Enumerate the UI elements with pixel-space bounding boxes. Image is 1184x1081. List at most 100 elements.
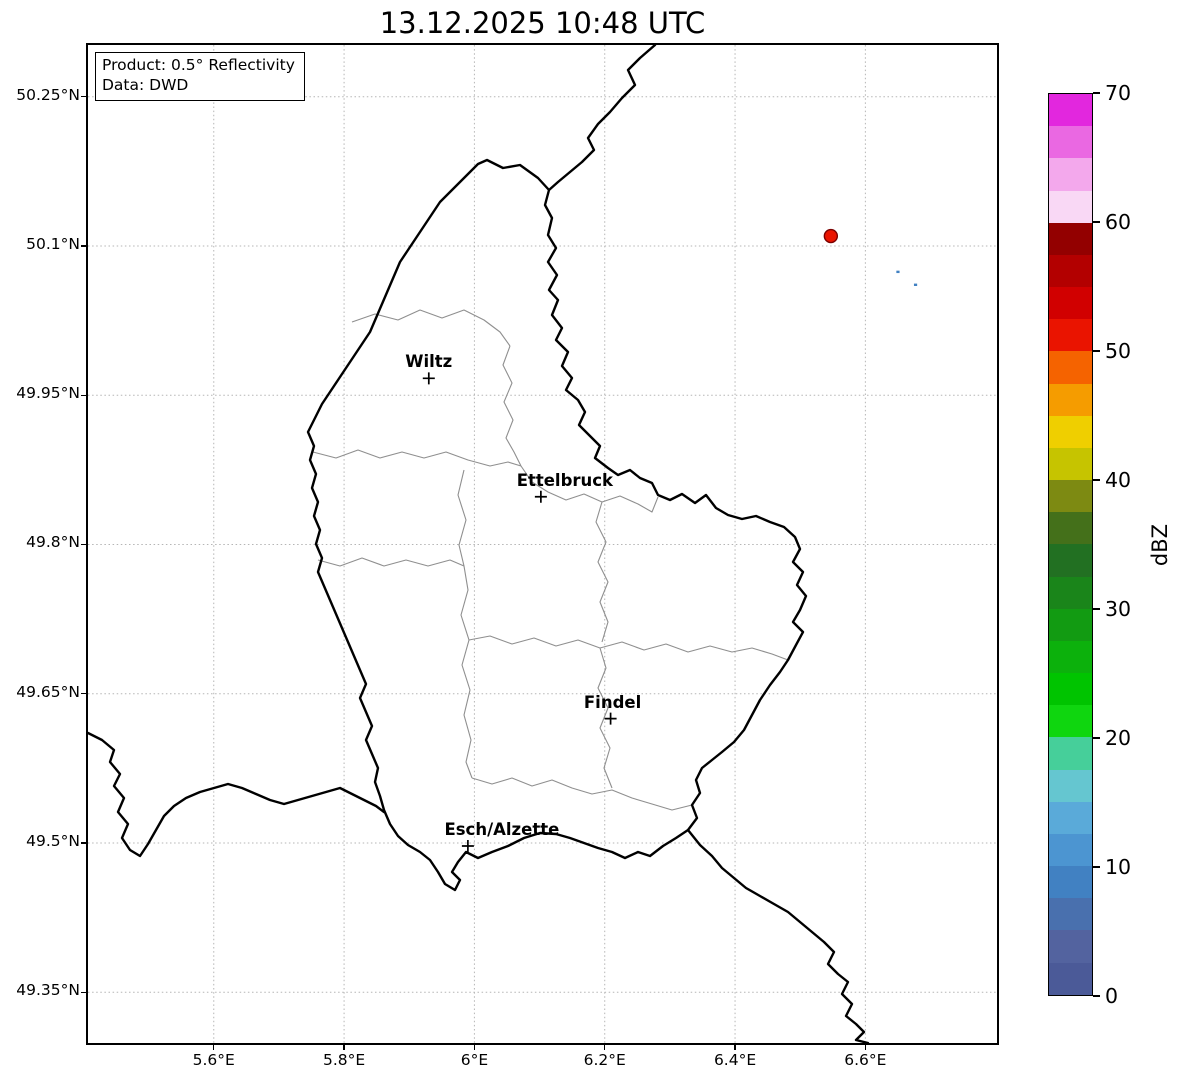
colorbar-segment xyxy=(1049,576,1092,609)
city-markers xyxy=(422,372,617,852)
colorbar-tick-mark xyxy=(1093,350,1100,352)
colorbar-segment xyxy=(1049,866,1092,899)
lon-tick-mark xyxy=(473,1045,476,1050)
lon-tick-mark xyxy=(213,1045,215,1050)
colorbar-segment xyxy=(1049,447,1092,481)
lon-tick-mark xyxy=(734,1045,736,1050)
gridlines xyxy=(88,45,997,1043)
colorbar-segment xyxy=(1049,898,1092,931)
colorbar-tick-label: 50 xyxy=(1105,339,1132,363)
figure-title: 13.12.2025 10:48 UTC xyxy=(379,6,706,40)
colorbar-segment xyxy=(1049,673,1092,706)
colorbar-segment xyxy=(1049,383,1092,416)
lat-tick-label: 50.25°N xyxy=(16,85,80,104)
city-label-esch-alzette: Esch/Alzette xyxy=(444,819,560,839)
city-label-ettelbruck: Ettelbruck xyxy=(516,470,614,490)
colorbar-tick-label: 70 xyxy=(1105,81,1132,105)
data-source-line: Data: DWD xyxy=(102,76,189,95)
colorbar-segment xyxy=(1049,480,1092,513)
city-marker-wiltz xyxy=(422,372,435,385)
france-belgium-border xyxy=(88,731,386,858)
colorbar-segment xyxy=(1049,94,1092,127)
colorbar-segment xyxy=(1049,158,1092,191)
lat-tick-mark xyxy=(81,245,86,247)
lon-tick-mark xyxy=(343,1045,345,1050)
product-line: Product: 0.5° Reflectivity xyxy=(102,56,295,74)
radar-echo-weak xyxy=(896,270,900,274)
colorbar-segment xyxy=(1049,608,1092,641)
country-borders xyxy=(88,45,870,1043)
colorbar-segment xyxy=(1049,287,1092,320)
colorbar-tick-mark xyxy=(1093,92,1100,94)
colorbar-tick-mark xyxy=(1093,995,1100,997)
france-germany-border xyxy=(686,828,870,1043)
colorbar-segment xyxy=(1049,222,1092,255)
lat-tick-label: 49.5°N xyxy=(26,832,80,850)
city-marker-findel xyxy=(604,712,617,725)
district-borders xyxy=(312,309,789,811)
colorbar-segment xyxy=(1049,319,1092,352)
colorbar-segment xyxy=(1049,126,1092,159)
lon-tick-label: 6.2°E xyxy=(583,1051,626,1069)
lat-tick-mark xyxy=(81,842,86,844)
lat-tick-mark xyxy=(81,693,86,695)
colorbar-tick-mark xyxy=(1093,866,1100,868)
lat-tick-label: 49.95°N xyxy=(16,384,80,403)
colorbar-segment xyxy=(1049,930,1092,963)
colorbar-segment xyxy=(1049,769,1092,802)
colorbar: 0 10 20 30 40 50 60 70 dBZ xyxy=(1048,81,1184,1008)
lon-tick-mark xyxy=(604,1045,606,1050)
colorbar-segment xyxy=(1049,544,1092,577)
lon-tick-label: 5.6°E xyxy=(192,1051,235,1069)
colorbar-tick-mark xyxy=(1093,479,1100,481)
lon-tick-label: 5.8°E xyxy=(322,1051,366,1069)
lat-tick-label: 49.35°N xyxy=(16,981,80,1000)
colorbar-segment xyxy=(1049,351,1092,384)
map-svg xyxy=(88,45,997,1043)
city-label-findel: Findel xyxy=(583,692,642,712)
colorbar-segment xyxy=(1049,254,1092,288)
colorbar-segment xyxy=(1049,962,1092,995)
colorbar-segment xyxy=(1049,737,1092,770)
colorbar-segment xyxy=(1049,833,1092,867)
radar-echoes xyxy=(823,228,918,286)
colorbar-segment xyxy=(1049,801,1092,834)
lat-tick-label: 49.8°N xyxy=(26,533,80,552)
lon-tick-label: 6.6°E xyxy=(844,1051,887,1069)
colorbar-segment xyxy=(1049,705,1092,738)
lat-tick-label: 50.1°N xyxy=(26,234,80,253)
radar-echo-weak xyxy=(913,283,918,286)
colorbar-tick-mark xyxy=(1093,737,1100,739)
colorbar-segment xyxy=(1049,640,1092,674)
lat-tick-mark xyxy=(81,394,86,396)
colorbar-tick-label: 10 xyxy=(1105,855,1132,879)
colorbar-tick-label: 30 xyxy=(1105,597,1132,621)
lon-tick-label: 6.4°E xyxy=(713,1051,757,1069)
colorbar-tick-label: 0 xyxy=(1105,984,1119,1008)
colorbar-segment xyxy=(1049,512,1092,545)
belgium-germany-border xyxy=(547,45,657,192)
lon-tick-label: 6°E xyxy=(460,1051,489,1069)
colorbar-tick-label: 20 xyxy=(1105,726,1132,750)
map-plot-area: Product: 0.5° Reflectivity Data: DWD Wil… xyxy=(86,43,999,1045)
colorbar-tick-label: 60 xyxy=(1105,210,1132,234)
colorbar-tick-mark xyxy=(1093,608,1100,610)
lat-tick-mark xyxy=(81,543,86,546)
luxembourg-border xyxy=(306,158,808,892)
lat-tick-mark xyxy=(81,991,86,993)
colorbar-unit-label: dBZ xyxy=(1148,523,1172,567)
lon-tick-mark xyxy=(864,1045,867,1050)
colorbar-segment xyxy=(1049,415,1092,448)
colorbar-tick-mark xyxy=(1093,221,1100,223)
colorbar-segment xyxy=(1049,190,1092,223)
city-label-wiltz: Wiltz xyxy=(405,352,453,372)
colorbar-tick-label: 40 xyxy=(1105,468,1132,492)
lat-tick-label: 49.65°N xyxy=(16,682,80,701)
city-marker-esch-alzette xyxy=(461,839,474,852)
product-info-box: Product: 0.5° Reflectivity Data: DWD xyxy=(95,52,305,101)
lat-tick-mark xyxy=(81,96,86,98)
radar-echo-strong xyxy=(823,228,839,244)
colorbar-gradient xyxy=(1048,93,1093,996)
city-marker-ettelbruck xyxy=(534,490,547,503)
